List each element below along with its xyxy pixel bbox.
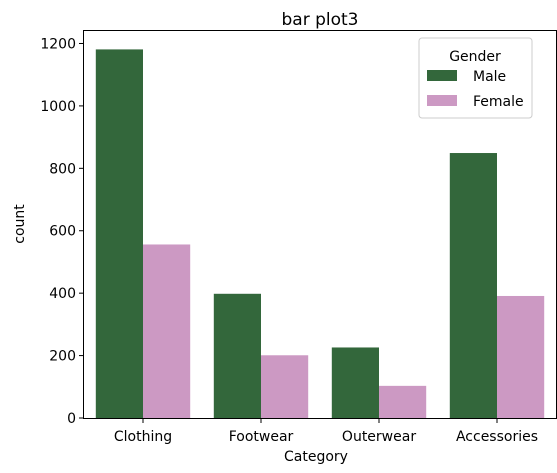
x-axis: Clothing Footwear Outerwear Accessories — [114, 418, 538, 445]
bar-outerwear-female — [379, 385, 427, 418]
bar-clothing-male — [95, 49, 143, 418]
chart-title: bar plot3 — [282, 10, 359, 30]
y-tick-label: 600 — [49, 224, 76, 240]
y-axis: 0 200 400 600 800 1000 1200 — [40, 36, 84, 427]
bar-footwear-male — [213, 293, 261, 418]
bar-accessories-male — [449, 153, 497, 418]
x-tick-label-outerwear: Outerwear — [342, 429, 416, 445]
x-tick-label-accessories: Accessories — [456, 429, 538, 445]
legend-swatch-male — [427, 70, 457, 81]
y-axis-label: count — [12, 204, 28, 244]
y-tick-label: 1000 — [40, 99, 76, 115]
y-tick-label: 0 — [67, 411, 76, 427]
bar-accessories-female — [497, 295, 545, 418]
y-tick-label: 1200 — [40, 36, 76, 52]
legend: Gender Male Female — [418, 37, 533, 119]
bar-clothing-female — [143, 244, 191, 418]
legend-label-female: Female — [473, 94, 524, 110]
x-axis-label: Category — [284, 449, 348, 465]
x-tick-label-clothing: Clothing — [114, 429, 172, 445]
y-tick-label: 400 — [49, 286, 76, 302]
legend-title: Gender — [449, 49, 501, 65]
bars-group — [95, 49, 545, 418]
bar-outerwear-male — [331, 347, 379, 418]
legend-swatch-female — [427, 95, 457, 106]
legend-label-male: Male — [473, 69, 506, 85]
x-tick-label-footwear: Footwear — [229, 429, 294, 445]
bar-footwear-female — [261, 355, 309, 418]
y-tick-label: 200 — [49, 349, 76, 365]
y-tick-label: 800 — [49, 161, 76, 177]
